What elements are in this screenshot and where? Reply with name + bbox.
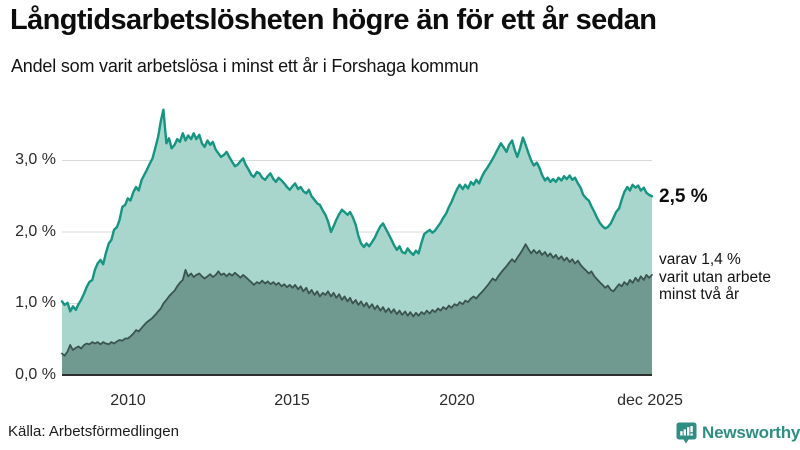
y-tick-2: 2,0 % (15, 223, 56, 240)
x-tick-2015: 2015 (274, 392, 310, 409)
series-line-0 (60, 108, 654, 313)
newsworthy-logo: Newsworthy (676, 422, 800, 444)
y-tick-0: 0,0 % (15, 366, 56, 383)
chart-subtitle: Andel som varit arbetslösa i minst ett å… (11, 56, 479, 76)
source-label: Källa: Arbetsförmedlingen (8, 423, 179, 440)
y-tick-1: 1,0 % (15, 294, 56, 311)
y-tick-3: 3,0 % (15, 151, 56, 168)
latest-value-label: 2,5 % (659, 186, 708, 207)
x-tick-2010: 2010 (110, 392, 146, 409)
newsworthy-icon (676, 422, 697, 444)
series-line-1 (61, 243, 653, 357)
x-tick-dec-2025: dec 2025 (617, 392, 683, 409)
secondary-series-label: varav 1,4 % varit utan arbete minst två … (659, 251, 772, 303)
newsworthy-wordmark: Newsworthy (702, 423, 800, 442)
series-fill-1 (62, 244, 652, 375)
x-tick-2020: 2020 (439, 392, 475, 409)
page-title: Långtidsarbetslösheten högre än för ett … (10, 4, 657, 36)
